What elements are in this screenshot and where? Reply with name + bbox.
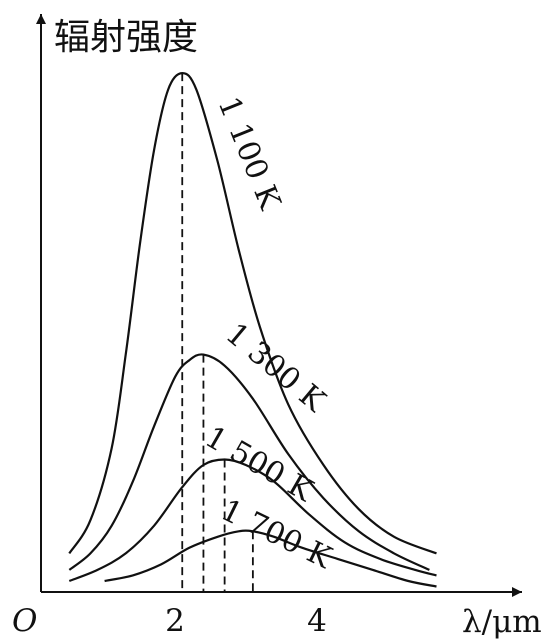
x-tick-label-4: 4 (307, 603, 327, 639)
series-line-1 (68, 353, 430, 571)
x-axis-label: λ/μm (462, 604, 542, 639)
series-label-1100k: 1 100 K (211, 92, 288, 215)
series-label-1300k: 1 300 K (219, 316, 332, 419)
origin-label: O (12, 603, 37, 639)
series-label-1700k: 1 700 K (215, 493, 337, 576)
series-line-0 (68, 71, 437, 555)
series-label-1500k: 1 500 K (199, 420, 319, 510)
x-tick-label-2: 2 (165, 603, 185, 639)
peak-markers (181, 73, 254, 592)
series-line-2 (68, 458, 437, 583)
y-axis-label: 辐射强度 (54, 17, 198, 58)
